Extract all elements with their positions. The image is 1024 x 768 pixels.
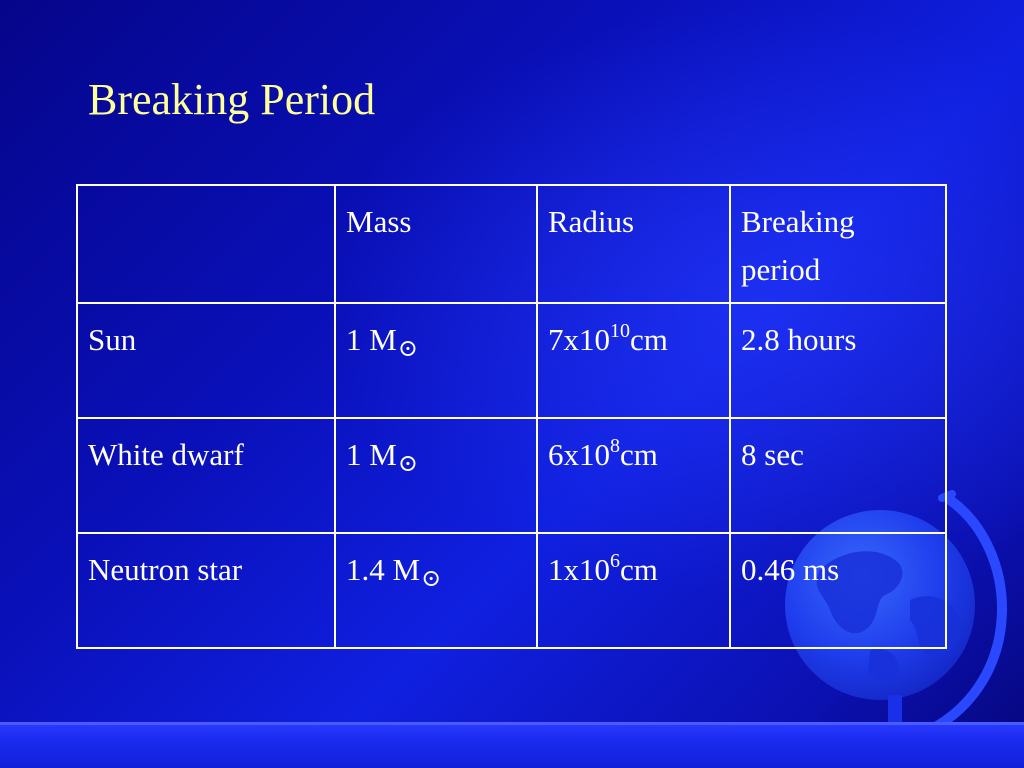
header-cell-blank	[76, 183, 336, 305]
object-cell: Neutron star	[76, 532, 336, 650]
radius-unit: cm	[630, 322, 668, 358]
radius-unit: cm	[620, 437, 658, 473]
table-row: Neutron star 1.4 M⊙ 1x106cm 0.46 ms	[76, 532, 947, 650]
period-cell: 0.46 ms	[729, 532, 947, 650]
table-row: Sun 1 M⊙ 7x1010cm 2.8 hours	[76, 302, 947, 420]
radius-exponent: 10	[610, 319, 630, 342]
solar-mass-symbol: ⊙	[421, 566, 442, 593]
radius-cell: 1x106cm	[536, 532, 731, 650]
period-cell: 2.8 hours	[729, 302, 947, 420]
radius-exponent: 6	[610, 549, 620, 572]
solar-mass-symbol: ⊙	[397, 336, 418, 363]
period-cell: 8 sec	[729, 417, 947, 535]
mass-value: 1 M	[346, 437, 397, 473]
header-cell-breaking-period: Breaking period	[729, 183, 947, 305]
radius-unit: cm	[620, 552, 658, 588]
solar-mass-symbol: ⊙	[397, 451, 418, 478]
mass-value: 1 M	[346, 322, 397, 358]
mass-value: 1.4 M	[346, 552, 421, 588]
header-cell-radius: Radius	[536, 183, 731, 305]
table-row: White dwarf 1 M⊙ 6x108cm 8 sec	[76, 417, 947, 535]
radius-cell: 7x1010cm	[536, 302, 731, 420]
mass-cell: 1 M⊙	[334, 302, 538, 420]
radius-base: 6x10	[548, 437, 610, 473]
table-header-row: Mass Radius Breaking period	[76, 183, 947, 305]
radius-base: 7x10	[548, 322, 610, 358]
radius-cell: 6x108cm	[536, 417, 731, 535]
page-title: Breaking Period	[88, 75, 376, 124]
radius-base: 1x10	[548, 552, 610, 588]
bottom-bar	[0, 722, 1024, 768]
mass-cell: 1.4 M⊙	[334, 532, 538, 650]
mass-cell: 1 M⊙	[334, 417, 538, 535]
breaking-period-table: Mass Radius Breaking period Sun 1 M⊙ 7x1…	[76, 183, 947, 650]
radius-exponent: 8	[610, 434, 620, 457]
bottom-bar-divider	[0, 722, 1024, 725]
object-cell: White dwarf	[76, 417, 336, 535]
object-cell: Sun	[76, 302, 336, 420]
header-cell-mass: Mass	[334, 183, 538, 305]
